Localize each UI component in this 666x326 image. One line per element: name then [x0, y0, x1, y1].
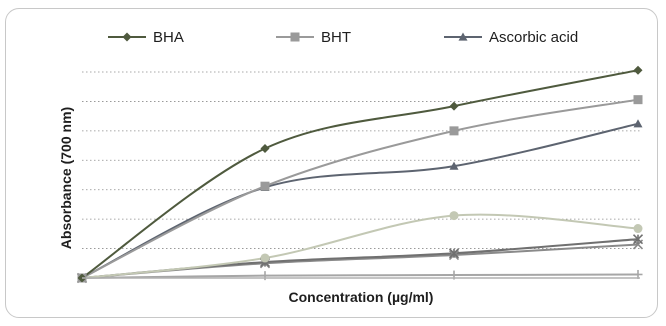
- x-axis-title: Concentration (µg/ml): [289, 289, 434, 305]
- triangle-marker: [458, 32, 468, 41]
- series-line-6: [81, 243, 639, 279]
- legend-label: Ascorbic acid: [489, 29, 578, 46]
- series-line-4: [81, 213, 639, 279]
- diamond-marker: [449, 101, 459, 111]
- gridlines: [82, 71, 640, 249]
- y-axis-title: Absorbance (700 nm): [58, 107, 74, 249]
- circle-marker: [449, 211, 459, 221]
- series-line-3: [81, 122, 639, 279]
- triangle-marker: [633, 119, 643, 128]
- star-marker: [632, 234, 644, 245]
- series-line-1: [81, 69, 639, 279]
- circle-marker: [633, 224, 643, 234]
- legend-label: BHT: [321, 29, 351, 46]
- square-marker: [449, 126, 459, 136]
- plus-marker: [260, 271, 270, 281]
- circle-marker: [260, 253, 270, 263]
- diamond-marker: [633, 65, 643, 75]
- triangle-marker: [449, 161, 459, 170]
- square-marker: [633, 95, 643, 105]
- series-lines: [81, 69, 639, 279]
- square-marker: [260, 181, 270, 191]
- star-marker: [448, 248, 460, 259]
- series-line-2: [81, 98, 639, 279]
- diamond-marker: [122, 32, 132, 42]
- legend: BHA BHT Ascorbic acid: [108, 29, 578, 46]
- square-marker: [290, 32, 300, 42]
- series-line-7: [81, 273, 639, 279]
- diamond-marker: [260, 144, 270, 154]
- legend-label: BHA: [153, 29, 184, 46]
